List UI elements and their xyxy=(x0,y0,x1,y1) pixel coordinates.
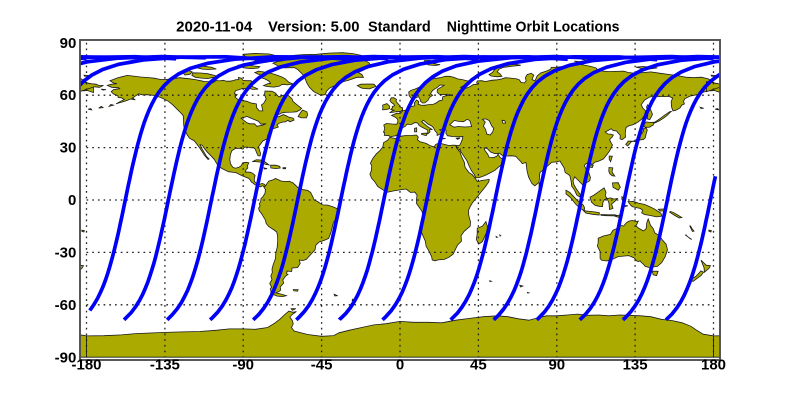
svg-text:-180: -180 xyxy=(71,356,101,373)
svg-text:Version: 5.00: Version: 5.00 xyxy=(268,18,360,35)
svg-text:45: 45 xyxy=(470,356,487,373)
svg-text:Standard: Standard xyxy=(368,18,431,35)
svg-text:-45: -45 xyxy=(311,356,333,373)
svg-text:135: 135 xyxy=(623,356,648,373)
svg-text:-90: -90 xyxy=(232,356,254,373)
svg-text:90: 90 xyxy=(548,356,565,373)
svg-text:0: 0 xyxy=(396,356,404,373)
svg-text:180: 180 xyxy=(701,356,726,373)
svg-text:90: 90 xyxy=(60,35,77,52)
svg-text:-90: -90 xyxy=(55,349,77,366)
svg-text:-30: -30 xyxy=(55,245,77,262)
svg-text:-60: -60 xyxy=(55,297,77,314)
svg-text:-135: -135 xyxy=(150,356,180,373)
svg-text:Nighttime Orbit Locations: Nighttime Orbit Locations xyxy=(447,18,620,35)
svg-text:0: 0 xyxy=(68,192,76,209)
svg-text:60: 60 xyxy=(60,87,77,104)
svg-text:30: 30 xyxy=(60,140,77,157)
svg-text:2020-11-04: 2020-11-04 xyxy=(176,18,253,35)
